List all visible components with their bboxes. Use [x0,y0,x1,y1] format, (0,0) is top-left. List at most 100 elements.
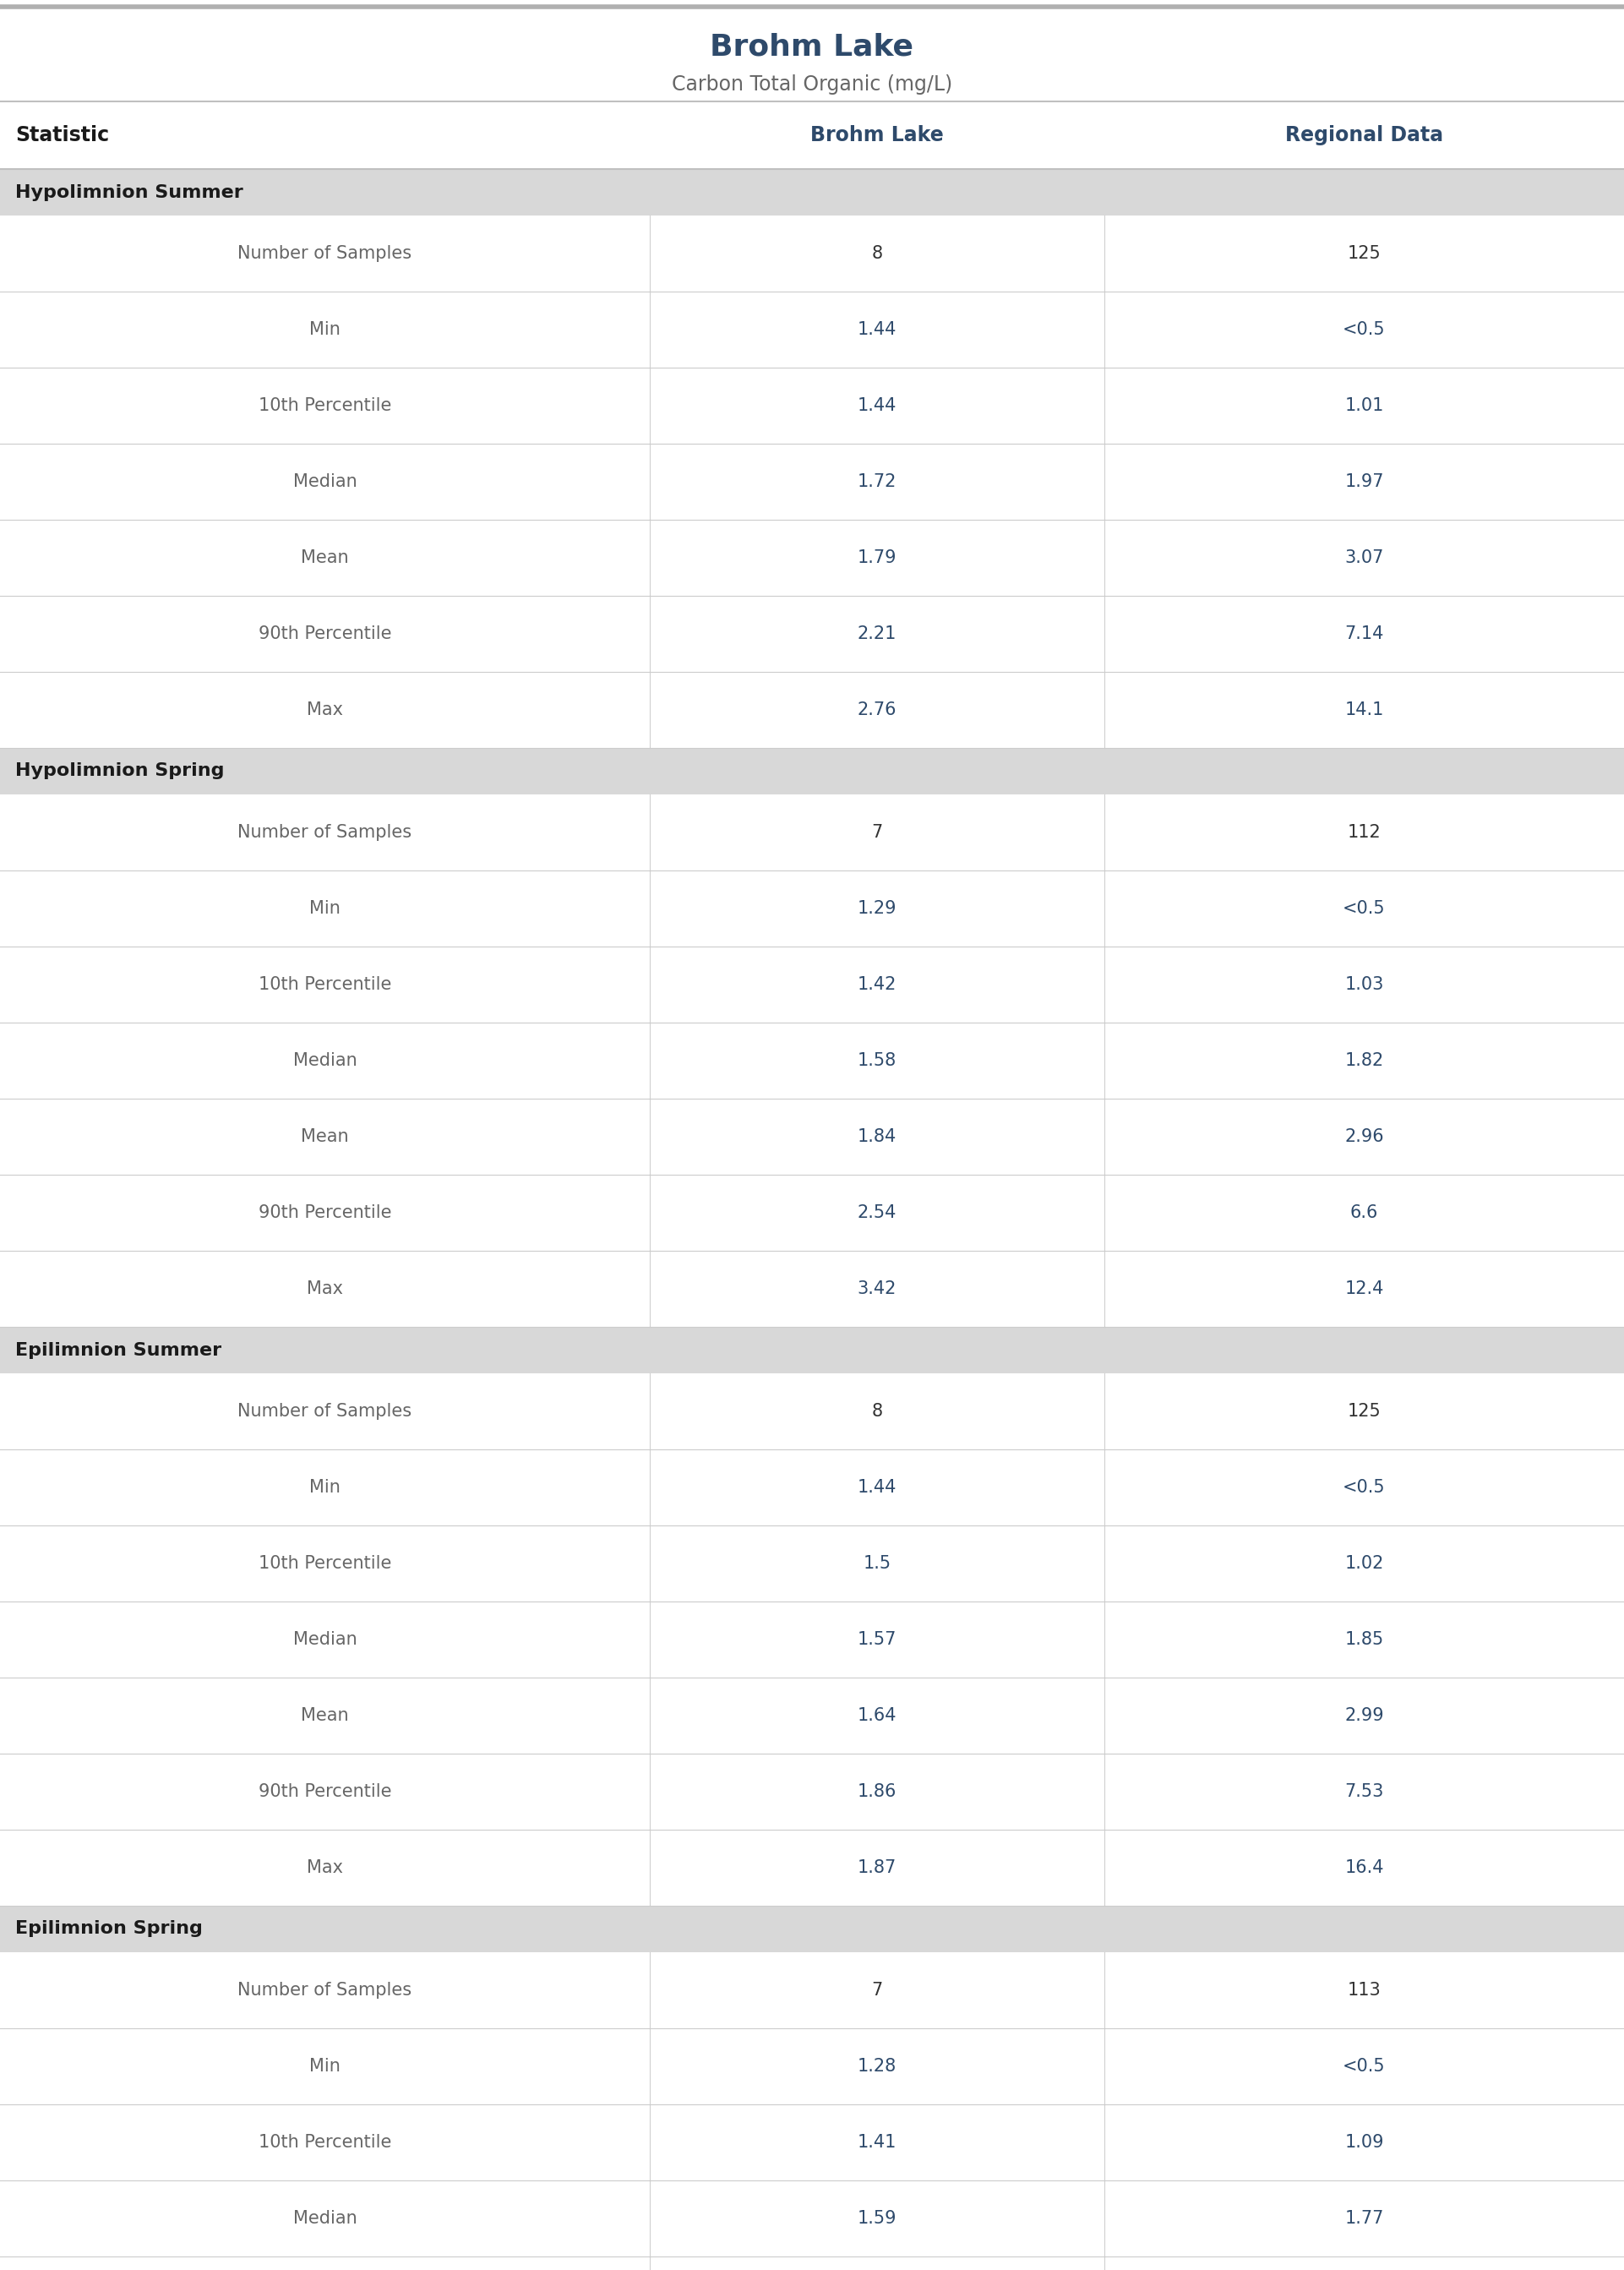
Text: 12.4: 12.4 [1345,1280,1384,1296]
Text: <0.5: <0.5 [1343,2059,1385,2075]
Text: 1.77: 1.77 [1345,2211,1384,2227]
Text: 1.57: 1.57 [857,1632,896,1648]
Text: 90th Percentile: 90th Percentile [258,1205,391,1221]
Text: Number of Samples: Number of Samples [237,824,412,840]
Bar [0,747,1624,794]
Bar [0,1525,1624,1603]
Text: 1.29: 1.29 [857,901,896,917]
Text: 1.97: 1.97 [1345,472,1384,490]
Text: 1.28: 1.28 [857,2059,896,2075]
Text: 10th Percentile: 10th Percentile [258,1555,391,1571]
Text: <0.5: <0.5 [1343,320,1385,338]
Text: Min: Min [309,320,341,338]
Text: 7.53: 7.53 [1345,1784,1384,1800]
Text: 1.41: 1.41 [857,2134,896,2152]
Bar [0,1952,1624,2029]
Text: 1.01: 1.01 [1345,397,1384,413]
Text: 1.02: 1.02 [1345,1555,1384,1571]
Bar [0,869,1624,947]
Text: 125: 125 [1348,1403,1380,1419]
Bar [0,2256,1624,2270]
Text: 10th Percentile: 10th Percentile [258,976,391,992]
Text: Min: Min [309,2059,341,2075]
Text: <0.5: <0.5 [1343,901,1385,917]
Text: 1.72: 1.72 [857,472,896,490]
Text: 1.5: 1.5 [862,1555,892,1571]
Text: 1.84: 1.84 [857,1128,896,1144]
Bar [0,1907,1624,1952]
Text: 3.42: 3.42 [857,1280,896,1296]
Text: 1.79: 1.79 [857,549,896,565]
Text: Brohm Lake: Brohm Lake [810,125,944,145]
Text: Epilimnion Spring: Epilimnion Spring [15,1920,203,1936]
Text: Regional Data: Regional Data [1285,125,1444,145]
Text: 112: 112 [1348,824,1380,840]
Bar [0,794,1624,869]
Text: 2.99: 2.99 [1345,1707,1384,1723]
Text: Median: Median [292,472,357,490]
Text: 2.21: 2.21 [857,627,896,642]
Bar [0,2181,1624,2256]
Text: Median: Median [292,2211,357,2227]
Text: Hypolimnion Summer: Hypolimnion Summer [15,184,244,200]
Bar [0,672,1624,747]
Text: Max: Max [307,1280,343,1296]
Bar [0,216,1624,291]
Bar [0,1022,1624,1099]
Text: 1.64: 1.64 [857,1707,896,1723]
Bar [0,2029,1624,2104]
Bar [0,1174,1624,1251]
Bar [0,1251,1624,1328]
Text: 16.4: 16.4 [1345,1859,1384,1877]
Text: 1.58: 1.58 [857,1053,896,1069]
Text: 3.07: 3.07 [1345,549,1384,565]
Text: 2.54: 2.54 [857,1205,896,1221]
Bar [0,443,1624,520]
Bar [0,1448,1624,1525]
Text: 7: 7 [872,824,882,840]
Bar [0,1328,1624,1373]
Text: Median: Median [292,1632,357,1648]
Text: 125: 125 [1348,245,1380,261]
Text: 8: 8 [872,1403,882,1419]
Text: 1.42: 1.42 [857,976,896,992]
Bar [0,1755,1624,1830]
Text: Median: Median [292,1053,357,1069]
Text: Number of Samples: Number of Samples [237,1403,412,1419]
Text: Mean: Mean [300,1707,349,1723]
Text: 1.03: 1.03 [1345,976,1384,992]
Text: 1.86: 1.86 [857,1784,896,1800]
Text: Carbon Total Organic (mg/L): Carbon Total Organic (mg/L) [672,75,952,95]
Text: 1.59: 1.59 [857,2211,896,2227]
Text: 113: 113 [1348,1982,1380,1998]
Text: 6.6: 6.6 [1350,1205,1379,1221]
Bar [0,1373,1624,1448]
Bar [0,1678,1624,1755]
Text: Brohm Lake: Brohm Lake [710,32,914,61]
Text: Epilimnion Summer: Epilimnion Summer [15,1342,221,1357]
Text: 1.44: 1.44 [857,320,896,338]
Text: 8: 8 [872,245,882,261]
Text: 2.76: 2.76 [857,701,896,717]
Bar [0,1099,1624,1174]
Bar [0,520,1624,595]
Text: Min: Min [309,1480,341,1496]
Text: Mean: Mean [300,549,349,565]
Text: Mean: Mean [300,1128,349,1144]
Bar [0,2104,1624,2181]
Text: <0.5: <0.5 [1343,1480,1385,1496]
Text: Hypolimnion Spring: Hypolimnion Spring [15,763,224,779]
Bar [0,168,1624,216]
Text: 90th Percentile: 90th Percentile [258,627,391,642]
Text: 90th Percentile: 90th Percentile [258,1784,391,1800]
Text: 1.82: 1.82 [1345,1053,1384,1069]
Text: 1.09: 1.09 [1345,2134,1384,2152]
Text: 1.44: 1.44 [857,1480,896,1496]
Bar [0,1603,1624,1678]
Bar [0,291,1624,368]
Text: 1.44: 1.44 [857,397,896,413]
Text: 7: 7 [872,1982,882,1998]
Bar [0,368,1624,443]
Text: 10th Percentile: 10th Percentile [258,397,391,413]
Text: Max: Max [307,701,343,717]
